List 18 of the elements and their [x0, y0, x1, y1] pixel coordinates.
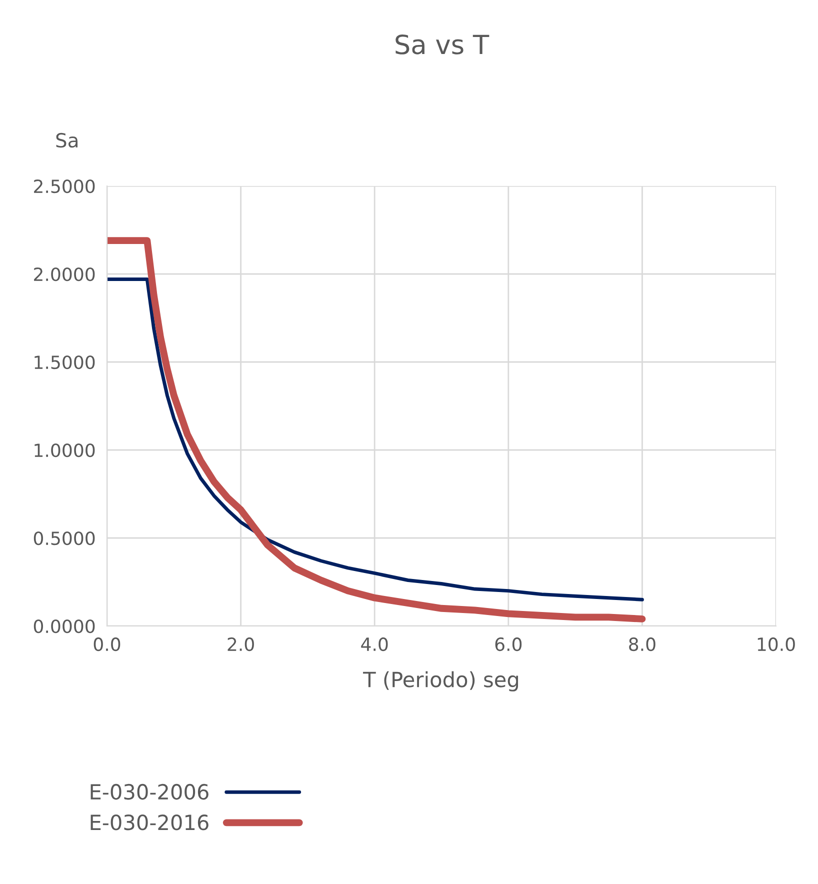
x-tick-label: 4.0: [361, 637, 388, 652]
x-tick-label: 0.0: [94, 637, 120, 652]
y-tick-label: 1.0000: [34, 443, 95, 458]
x-tick-label: 2.0: [228, 637, 254, 652]
y-tick-label: 1.5000: [34, 355, 95, 370]
legend-label: E-030-2016: [90, 814, 208, 830]
x-axis-title: T (Periodo) seg: [363, 671, 518, 692]
x-tick-label: 8.0: [629, 637, 656, 652]
y-tick-label: 0.5000: [34, 531, 95, 546]
line-series: [107, 278, 644, 602]
y-tick-label: 2.0000: [34, 267, 95, 282]
legend-label: E-030-2006: [90, 784, 208, 800]
y-tick-label: 0.0000: [34, 619, 95, 634]
x-tick-label: 6.0: [495, 637, 522, 652]
chart-title: Sa vs T: [396, 34, 490, 54]
y-axis-title: Sa: [56, 132, 78, 148]
x-tick-label: 10.0: [758, 637, 795, 652]
y-tick-label: 2.5000: [34, 179, 95, 194]
